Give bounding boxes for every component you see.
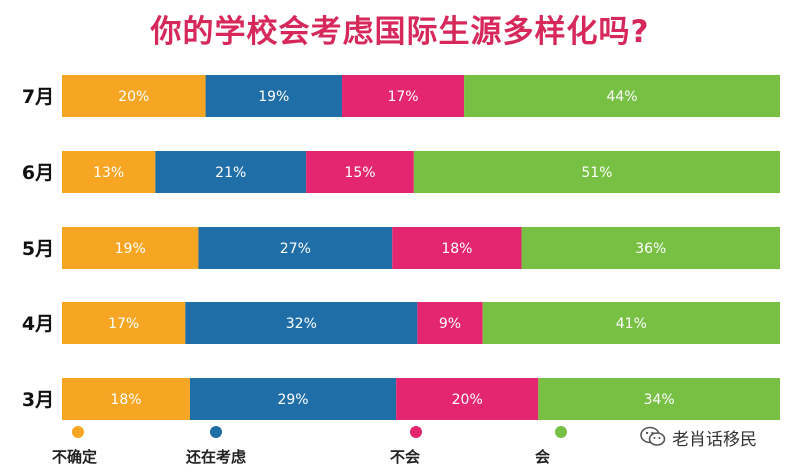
data-label: 9% <box>439 316 461 332</box>
bar-segment <box>342 75 465 117</box>
data-label: 29% <box>277 392 308 408</box>
wechat-icon <box>640 426 666 446</box>
category-label: 3月 <box>22 389 54 411</box>
legend-label: 不确定 <box>52 448 98 466</box>
legend-dot <box>210 426 222 438</box>
bar-segment <box>464 75 780 117</box>
data-label: 17% <box>387 89 418 105</box>
data-label: 17% <box>108 316 139 332</box>
data-label: 13% <box>93 165 124 181</box>
bar-segment <box>521 227 780 269</box>
data-label: 51% <box>581 165 612 181</box>
chart-title: 你的学校会考虑国际生源多样化吗? <box>150 14 650 50</box>
data-label: 41% <box>616 316 647 332</box>
category-label: 4月 <box>22 313 54 335</box>
legend-dot <box>410 426 422 438</box>
legend-label: 会 <box>535 448 551 466</box>
data-label: 27% <box>280 241 311 257</box>
category-label: 6月 <box>22 162 54 184</box>
bar-segment <box>413 151 780 193</box>
data-label: 36% <box>635 241 666 257</box>
bar-segment <box>392 227 522 269</box>
bar-segment <box>155 151 307 193</box>
bar-segment <box>62 151 156 193</box>
data-label: 32% <box>286 316 317 332</box>
data-label: 19% <box>115 241 146 257</box>
bar-segment <box>62 302 186 344</box>
bar-segment <box>62 75 206 117</box>
bar-segment <box>62 227 199 269</box>
bar-segment <box>185 302 418 344</box>
bar-segment <box>482 302 780 344</box>
bar-segment <box>198 227 393 269</box>
data-label: 19% <box>258 89 289 105</box>
category-label: 7月 <box>22 86 54 108</box>
category-label: 5月 <box>22 238 54 260</box>
bar-segment <box>538 378 780 420</box>
legend-label: 不会 <box>390 448 421 466</box>
bar-segment <box>62 378 190 420</box>
legend-dot <box>72 426 84 438</box>
data-label: 15% <box>344 165 375 181</box>
data-label: 34% <box>644 392 675 408</box>
bar-segment <box>417 302 483 344</box>
data-label: 20% <box>118 89 149 105</box>
data-label: 18% <box>110 392 141 408</box>
legend-dot <box>555 426 567 438</box>
watermark-text: 老肖话移民 <box>672 429 757 450</box>
watermark: 老肖话移民 <box>640 425 757 450</box>
bar-segment <box>396 378 539 420</box>
legend-label: 还在考虑 <box>186 448 247 466</box>
legend: 不确定 还在考虑 不会 会 <box>0 418 800 471</box>
bar-segment <box>189 378 397 420</box>
data-label: 21% <box>215 165 246 181</box>
data-label: 44% <box>606 89 637 105</box>
data-label: 18% <box>441 241 472 257</box>
bar-segment <box>205 75 343 117</box>
data-label: 20% <box>452 392 483 408</box>
bar-segment <box>306 151 414 193</box>
